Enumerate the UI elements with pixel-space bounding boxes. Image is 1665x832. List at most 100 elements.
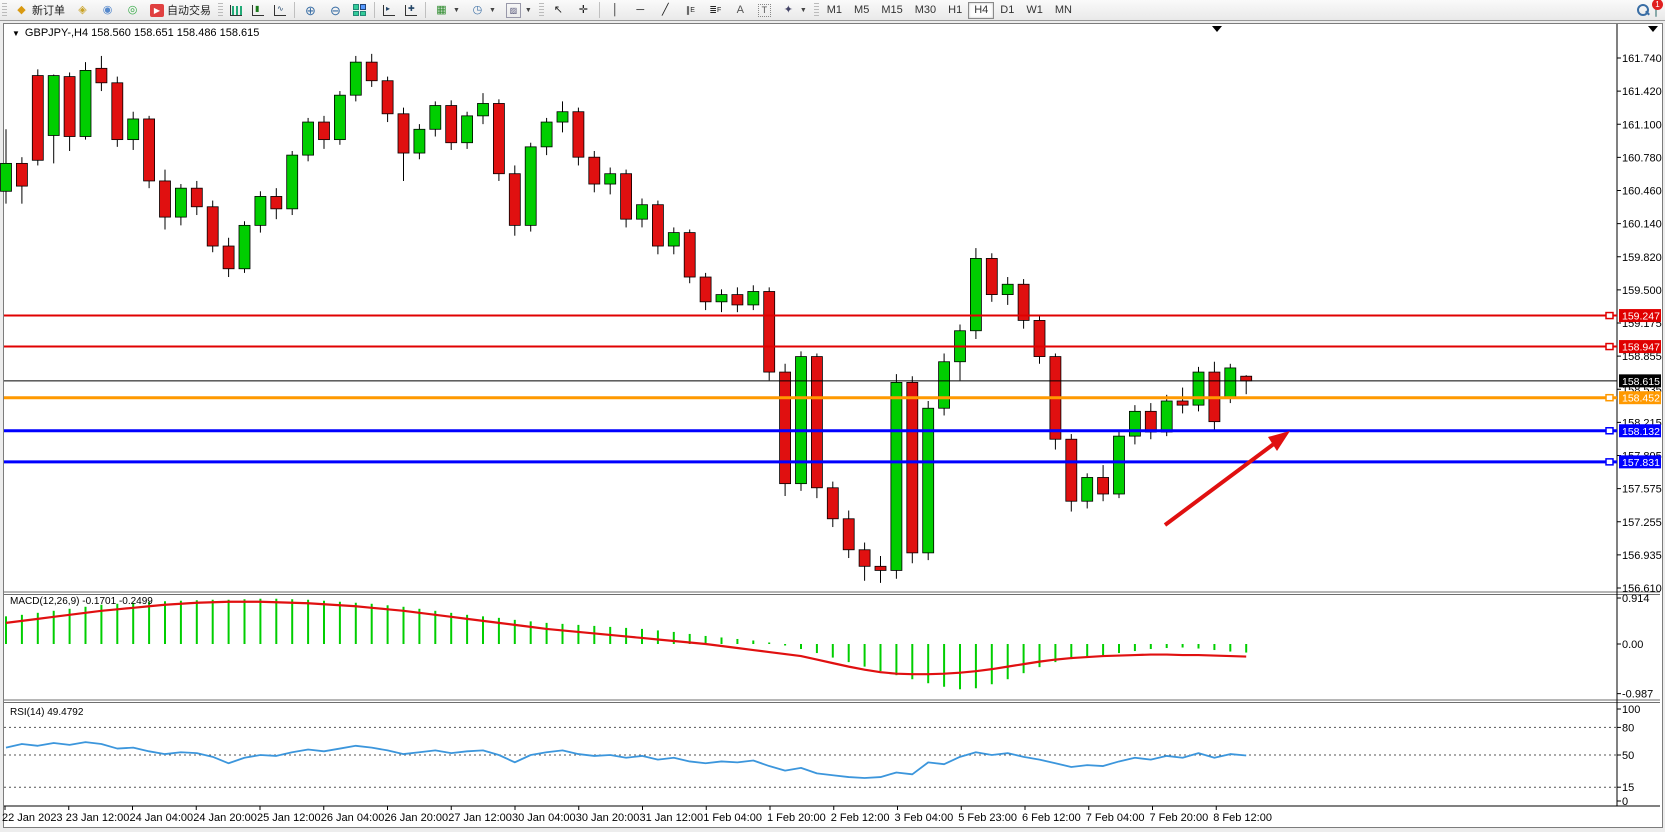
- chevron-down-icon[interactable]: ▼: [12, 29, 20, 38]
- candle-body: [492, 103, 505, 175]
- candle-body: [127, 118, 140, 141]
- candle-body: [397, 113, 410, 154]
- zoom-in-button[interactable]: ⊕: [298, 1, 323, 19]
- line-chart-button[interactable]: ∿: [269, 1, 291, 19]
- chart-window[interactable]: [3, 23, 1663, 828]
- candle-body: [63, 76, 76, 137]
- candle-body: [1129, 410, 1141, 437]
- time-axis-label: 27 Jan 12:00: [448, 812, 512, 824]
- macd-axis-tick: 0.00: [1622, 639, 1643, 651]
- candle-body: [795, 356, 807, 485]
- bar-chart-button[interactable]: [225, 1, 247, 19]
- time-axis-label: 7 Feb 20:00: [1150, 812, 1209, 824]
- zoom-out-button[interactable]: ⊖: [323, 1, 348, 19]
- macd-indicator-label: MACD(12,26,9) -0.1701 -0.2499: [10, 596, 153, 607]
- main-toolbar: ◆ 新订单 ◈ ◉ ◎ ▶ 自动交易 ▮ ∿ ⊕ ⊖ ▸ ✚ ▦ ▼ ◷ ▼: [0, 0, 1665, 21]
- equidistant-channel-button[interactable]: ∥ E: [678, 1, 703, 19]
- signals-icon: ◎: [127, 3, 138, 16]
- vertical-line-icon: │: [611, 3, 619, 16]
- profile-icon: ◉: [102, 3, 113, 16]
- line-chart-icon: ∿: [274, 4, 286, 16]
- time-axis-label: 31 Jan 12:00: [640, 812, 704, 824]
- cursor-icon: ↖: [553, 3, 563, 16]
- tile-windows-icon: [353, 4, 366, 16]
- timeframe-w1[interactable]: W1: [1026, 4, 1043, 16]
- equidistant-channel-icon: ∥ E: [685, 4, 695, 15]
- text-label-icon: T: [757, 3, 771, 17]
- candle-body: [461, 115, 474, 144]
- time-axis-label: 24 Jan 04:00: [130, 812, 194, 824]
- toolbar-separator: [374, 2, 375, 18]
- toolbar-grip: [2, 3, 7, 17]
- level-handle: [1605, 458, 1614, 466]
- timeframe-m5[interactable]: M5: [854, 4, 870, 16]
- candle-body: [1144, 410, 1157, 433]
- price-axis-tick: 160.140: [1622, 219, 1662, 231]
- search-icon[interactable]: [1637, 4, 1649, 16]
- vertical-line-button[interactable]: │: [603, 1, 628, 19]
- notifications-button[interactable]: 1: [1652, 0, 1663, 17]
- horizontal-line-button[interactable]: ─: [628, 1, 653, 19]
- arrows-dropdown[interactable]: ✦ ▼: [776, 1, 812, 19]
- candle-body: [286, 154, 299, 210]
- profile-button[interactable]: ◉: [95, 1, 120, 19]
- crosshair-button[interactable]: ✛: [571, 1, 596, 19]
- indicators-dropdown[interactable]: ▦ ▼: [429, 1, 465, 19]
- text-label-button[interactable]: T: [753, 1, 776, 19]
- candle-body: [699, 276, 712, 303]
- candle-body: [95, 67, 108, 84]
- candle-body: [159, 180, 171, 218]
- candle-body: [874, 565, 887, 571]
- timeframe-h4[interactable]: H4: [968, 1, 995, 19]
- toolbar-separator: [425, 2, 426, 18]
- candle-body: [922, 407, 935, 554]
- macd-signal-line: [5, 600, 1247, 676]
- cursor-button[interactable]: ↖: [546, 1, 571, 19]
- chart-shift-button[interactable]: ✚: [400, 1, 422, 19]
- timeframe-mn[interactable]: MN: [1054, 4, 1072, 16]
- candle-body: [779, 371, 791, 485]
- candle-body: [667, 232, 680, 247]
- timeframe-m30[interactable]: M30: [914, 4, 937, 16]
- signals-button[interactable]: ◎: [120, 1, 145, 19]
- timeframe-h1[interactable]: H1: [948, 4, 963, 16]
- tile-windows-button[interactable]: [348, 1, 371, 19]
- templates-dropdown[interactable]: ▨ ▼: [501, 1, 537, 19]
- auto-scroll-button[interactable]: ▸: [378, 1, 400, 19]
- candle-body: [1001, 283, 1014, 295]
- candle-body: [349, 61, 362, 96]
- metaeditor-icon: ◈: [78, 3, 87, 16]
- new-order-button[interactable]: ◆ 新订单: [9, 1, 70, 19]
- price-axis-tick: 158.855: [1622, 351, 1662, 363]
- candlestick-chart-button[interactable]: ▮: [247, 1, 269, 19]
- periodicity-dropdown[interactable]: ◷ ▼: [465, 1, 501, 19]
- price-axis-tick: 159.500: [1622, 285, 1662, 297]
- level-price-badge: [1619, 309, 1661, 323]
- candle-body: [588, 156, 601, 185]
- candle-body: [620, 173, 632, 220]
- chat-bubble-icon: [1655, 3, 1657, 17]
- price-axis-tick: 161.420: [1622, 86, 1662, 98]
- rsi-axis-tick: 80: [1622, 722, 1634, 734]
- text-button[interactable]: A: [728, 1, 753, 19]
- trendline-button[interactable]: ╱: [653, 1, 678, 19]
- metaeditor-button[interactable]: ◈: [70, 1, 95, 19]
- level-price-badge: [1619, 391, 1661, 405]
- candle-body: [0, 162, 12, 192]
- timeframe-d1[interactable]: D1: [1000, 4, 1015, 16]
- candle-body: [206, 206, 219, 247]
- candle-body: [365, 61, 378, 82]
- new-order-label: 新订单: [32, 5, 65, 17]
- timeframe-m1[interactable]: M1: [826, 4, 843, 16]
- timeframe-m15[interactable]: M15: [881, 4, 903, 16]
- candle-body: [763, 291, 776, 373]
- candle-body: [970, 258, 982, 332]
- time-axis-label: 8 Feb 12:00: [1213, 812, 1272, 824]
- fibonacci-button[interactable]: ≣ F: [703, 1, 728, 19]
- autotrading-button[interactable]: ▶ 自动交易: [145, 1, 216, 19]
- candle-body: [1017, 283, 1030, 321]
- bar-chart-icon: [230, 4, 242, 16]
- candle-body: [715, 294, 728, 303]
- candle-body: [636, 204, 648, 220]
